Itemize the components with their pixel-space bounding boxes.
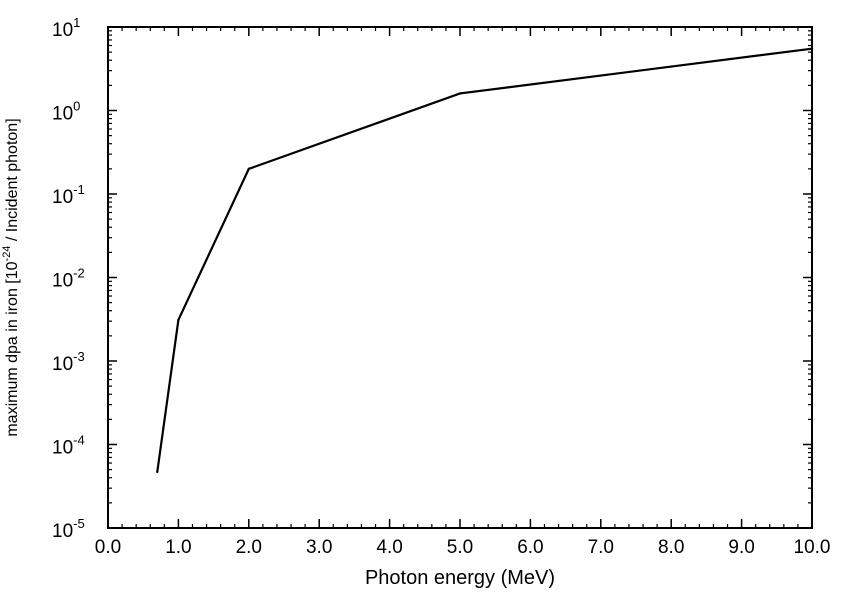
x-tick-labels: 0.0 1.0 2.0 3.0 4.0 5.0 6.0 7.0 8.0 9.0 10.0 [95,537,831,558]
y-tick-label-base: 10 [52,438,73,459]
y-tick-label: 10-2 [52,266,85,292]
x-tick-label: 7.0 [588,537,614,558]
x-tick-label: 2.0 [236,537,262,558]
data-point [458,92,462,95]
series-layer [156,47,814,474]
x-tick-label: 1.0 [165,537,191,558]
y-tick-label-base: 10 [52,187,73,208]
y-axis-title-exponent: -24 [1,246,13,262]
plot-frame [107,26,813,529]
y-axis-title-suffix: / Incident photon] [4,118,21,245]
y-tick-label: 101 [52,15,80,41]
y-tick-label-base: 10 [52,521,73,542]
y-tick-label-base: 10 [52,20,73,41]
y-tick-label: 10-5 [52,516,85,542]
series-line-0 [156,47,813,473]
y-tick-label: 10-3 [52,349,85,375]
y-tick-label-base: 10 [52,271,73,292]
major-ticks [107,26,813,529]
y-axis-title: maximum dpa in iron [10-24 / Incident ph… [1,118,21,436]
x-tick-label: 3.0 [306,537,332,558]
x-tick-label: 0.0 [95,537,121,558]
minor-ticks [108,27,812,528]
y-tick-label-base: 10 [52,104,73,125]
x-tick-label: 5.0 [447,537,473,558]
y-tick-label: 10-4 [52,433,85,459]
y-tick-label-base: 10 [52,354,73,375]
y-tick-label: 100 [52,99,80,125]
y-tick-label-exponent: -2 [73,266,85,281]
data-point [247,167,250,171]
x-tick-label: 10.0 [794,537,831,558]
x-tick-label: 8.0 [658,537,684,558]
y-tick-label-exponent: -1 [73,182,85,197]
y-tick-label-exponent: 0 [73,99,80,114]
y-tick-label: 10-1 [52,182,85,208]
y-tick-label-exponent: -5 [73,516,85,531]
data-point [177,318,180,322]
data-point [156,470,159,474]
x-tick-label: 4.0 [376,537,402,558]
x-tick-label: 6.0 [517,537,543,558]
y-tick-label-exponent: -4 [73,433,85,448]
y-tick-label-exponent: 1 [73,15,80,30]
y-axis-title-prefix: maximum dpa in iron [10 [4,261,21,436]
x-axis-title: Photon energy (MeV) [365,567,555,589]
y-tick-label-exponent: -3 [73,349,85,364]
x-tick-label: 9.0 [728,537,754,558]
